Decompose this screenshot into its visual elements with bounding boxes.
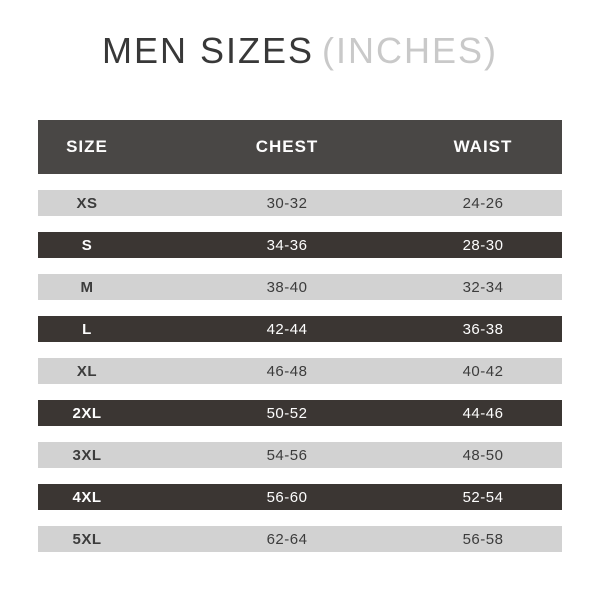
table-row: 2XL 50-52 44-46 <box>38 400 562 426</box>
cell-size: M <box>80 278 94 296</box>
cell-waist: 24-26 <box>462 194 504 212</box>
cell-size: L <box>82 320 92 338</box>
cell-chest: 54-56 <box>266 446 308 464</box>
cell-waist: 56-58 <box>462 530 504 548</box>
table-header-row: SIZE CHEST WAIST <box>38 120 562 174</box>
table-row: M 38-40 32-34 <box>38 274 562 300</box>
cell-size: 4XL <box>72 488 102 506</box>
column-header-size: SIZE <box>66 137 108 156</box>
cell-chest: 34-36 <box>266 236 308 254</box>
table-row: S 34-36 28-30 <box>38 232 562 258</box>
page-title: MEN SIZES (INCHES) <box>0 30 600 72</box>
cell-chest: 56-60 <box>266 488 308 506</box>
cell-size: S <box>81 236 93 254</box>
cell-chest: 38-40 <box>266 278 308 296</box>
cell-waist: 36-38 <box>462 320 504 338</box>
column-header-waist: WAIST <box>453 137 513 156</box>
cell-waist: 28-30 <box>462 236 504 254</box>
cell-waist: 48-50 <box>462 446 504 464</box>
cell-size: 5XL <box>72 530 102 548</box>
cell-chest: 46-48 <box>266 362 308 380</box>
column-header-chest: CHEST <box>255 137 319 156</box>
page-title-suffix: (INCHES) <box>322 30 499 71</box>
cell-size: XS <box>76 194 98 212</box>
cell-waist: 40-42 <box>462 362 504 380</box>
table-row: XL 46-48 40-42 <box>38 358 562 384</box>
table-row: L 42-44 36-38 <box>38 316 562 342</box>
table-row: 5XL 62-64 56-58 <box>38 526 562 552</box>
cell-chest: 50-52 <box>266 404 308 422</box>
cell-waist: 32-34 <box>462 278 504 296</box>
cell-chest: 30-32 <box>266 194 308 212</box>
cell-chest: 62-64 <box>266 530 308 548</box>
cell-chest: 42-44 <box>266 320 308 338</box>
table-row: 3XL 54-56 48-50 <box>38 442 562 468</box>
cell-size: 3XL <box>72 446 102 464</box>
page-title-main: MEN SIZES <box>101 30 315 71</box>
size-table: SIZE CHEST WAIST XS 30-32 24-26 S 34-36 … <box>38 120 562 552</box>
table-row: XS 30-32 24-26 <box>38 190 562 216</box>
cell-size: 2XL <box>72 404 102 422</box>
table-body: XS 30-32 24-26 S 34-36 28-30 M 38-40 32-… <box>38 190 562 552</box>
table-row: 4XL 56-60 52-54 <box>38 484 562 510</box>
cell-size: XL <box>76 362 98 380</box>
cell-waist: 44-46 <box>462 404 504 422</box>
cell-waist: 52-54 <box>462 488 504 506</box>
